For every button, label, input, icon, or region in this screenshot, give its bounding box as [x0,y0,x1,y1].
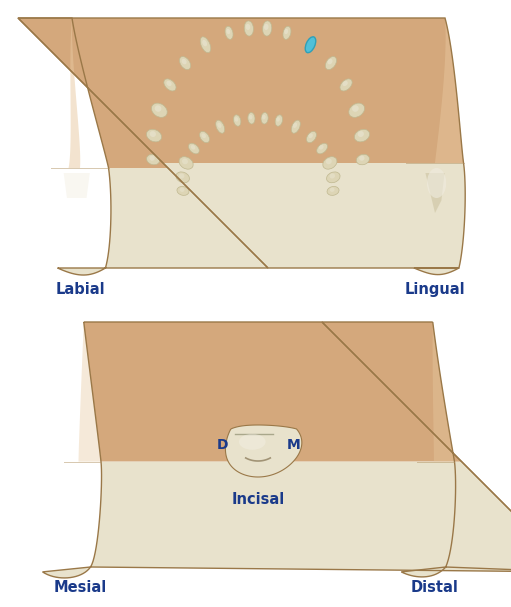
Ellipse shape [305,37,316,53]
Ellipse shape [291,120,300,134]
Ellipse shape [176,172,190,183]
Ellipse shape [359,155,364,161]
Text: D: D [216,438,228,452]
Ellipse shape [216,120,225,134]
Text: Labial: Labial [55,282,105,297]
Ellipse shape [317,143,328,154]
Ellipse shape [263,21,272,36]
Ellipse shape [179,157,193,169]
Ellipse shape [179,174,184,178]
Polygon shape [426,173,445,213]
Ellipse shape [217,123,222,128]
Ellipse shape [352,105,359,112]
Ellipse shape [276,117,280,121]
Ellipse shape [307,131,316,143]
Ellipse shape [234,115,241,126]
Ellipse shape [319,145,323,149]
Ellipse shape [191,145,195,149]
Ellipse shape [189,143,199,154]
Ellipse shape [249,115,252,120]
Ellipse shape [340,79,352,91]
Ellipse shape [235,117,238,121]
Ellipse shape [293,123,297,128]
Ellipse shape [201,134,206,138]
Ellipse shape [264,24,269,30]
Ellipse shape [261,112,268,124]
Polygon shape [435,18,463,163]
Ellipse shape [356,154,369,164]
Ellipse shape [326,56,337,70]
Ellipse shape [284,29,288,34]
Text: Distal: Distal [411,580,459,595]
Ellipse shape [202,40,207,46]
Polygon shape [42,462,511,578]
Ellipse shape [179,56,191,70]
Ellipse shape [327,172,340,183]
Polygon shape [79,322,101,462]
Polygon shape [225,425,302,477]
Ellipse shape [355,129,369,142]
Ellipse shape [246,24,250,30]
Ellipse shape [181,59,187,64]
Ellipse shape [147,129,161,142]
Ellipse shape [330,188,335,192]
Ellipse shape [147,154,160,164]
Text: M: M [287,438,301,452]
Ellipse shape [164,79,176,91]
Polygon shape [18,18,168,168]
Ellipse shape [150,131,156,137]
Ellipse shape [309,134,313,138]
Ellipse shape [342,81,348,86]
Ellipse shape [149,155,155,161]
Ellipse shape [262,115,266,120]
Ellipse shape [327,186,339,195]
Ellipse shape [177,186,189,195]
Ellipse shape [167,81,172,86]
Ellipse shape [199,131,210,143]
Ellipse shape [180,188,184,192]
Text: Lingual: Lingual [405,282,466,297]
Ellipse shape [349,103,364,117]
Ellipse shape [248,112,255,124]
Ellipse shape [275,115,283,126]
Ellipse shape [330,174,335,178]
Polygon shape [163,163,465,274]
Polygon shape [68,18,80,168]
Ellipse shape [244,21,253,36]
Ellipse shape [427,168,446,198]
Text: Incisal: Incisal [231,492,285,507]
Ellipse shape [225,26,233,39]
Polygon shape [64,173,90,198]
Polygon shape [18,18,463,163]
Polygon shape [52,168,268,275]
Ellipse shape [155,105,161,112]
Ellipse shape [358,131,364,137]
Ellipse shape [326,158,332,164]
Polygon shape [433,322,454,462]
Ellipse shape [323,157,337,169]
Text: Mesial: Mesial [53,580,107,595]
Polygon shape [401,462,511,577]
Ellipse shape [283,26,291,39]
Ellipse shape [226,29,230,34]
Ellipse shape [182,158,188,164]
Ellipse shape [328,59,333,64]
Ellipse shape [200,37,211,53]
Ellipse shape [239,434,266,450]
Polygon shape [63,322,461,462]
Ellipse shape [151,103,167,117]
Polygon shape [322,322,461,462]
